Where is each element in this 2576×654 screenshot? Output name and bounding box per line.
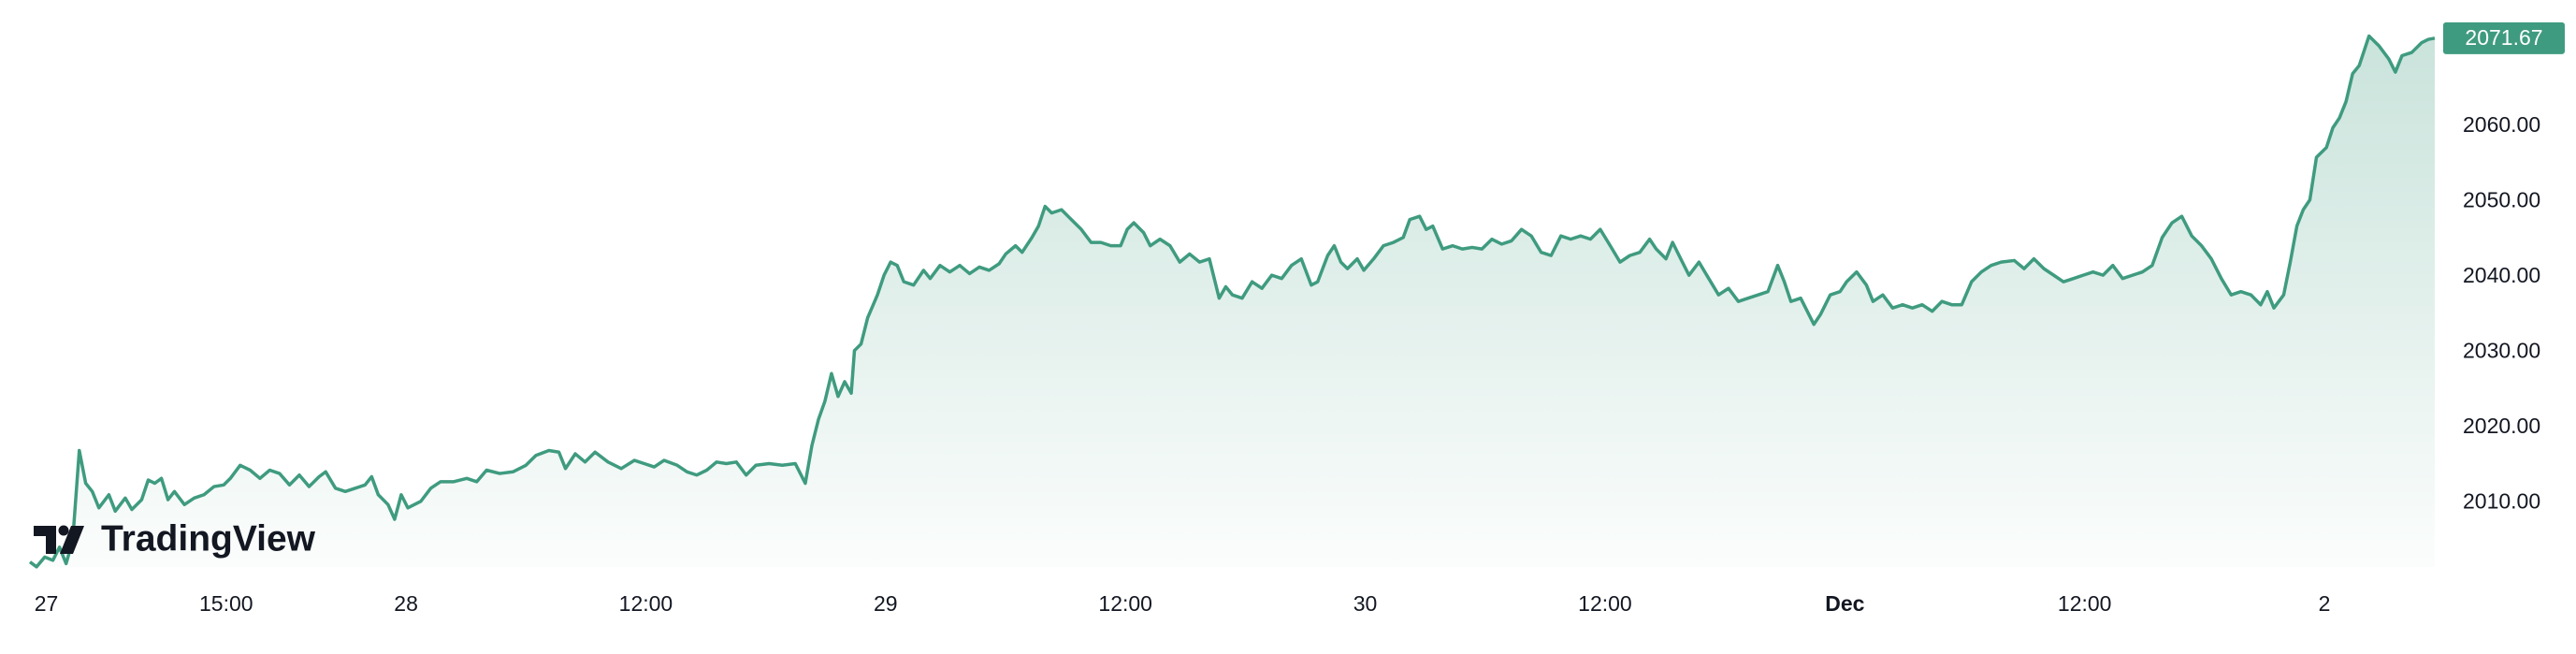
last-price-label: 2071.67 bbox=[2465, 25, 2542, 50]
area-fill bbox=[30, 36, 2435, 567]
x-tick-label: Dec bbox=[1825, 591, 1864, 616]
x-tick-label: 12:00 bbox=[619, 591, 673, 616]
y-tick-label: 2020.00 bbox=[2463, 414, 2540, 438]
x-tick-label: 29 bbox=[874, 591, 898, 616]
price-line bbox=[28, 34, 2436, 569]
x-tick-label: 12:00 bbox=[2058, 591, 2112, 616]
logo: TradingView bbox=[34, 518, 316, 559]
y-tick-label: 2050.00 bbox=[2463, 187, 2540, 211]
plot-area bbox=[28, 34, 2436, 569]
watermark: TradingView bbox=[101, 518, 316, 559]
x-tick-label: 15:00 bbox=[199, 591, 253, 616]
logo-icon bbox=[34, 526, 56, 554]
y-tick-label: 2010.00 bbox=[2463, 489, 2540, 514]
x-tick-label: 2 bbox=[2319, 591, 2331, 616]
y-tick-label: 2060.00 bbox=[2463, 112, 2540, 137]
logo-icon bbox=[58, 525, 69, 536]
x-tick-label: 28 bbox=[394, 591, 418, 616]
x-tick-label: 27 bbox=[35, 591, 59, 616]
logo-icon bbox=[60, 526, 84, 554]
y-tick-label: 2030.00 bbox=[2463, 339, 2540, 363]
x-tick-label: 30 bbox=[1353, 591, 1378, 616]
x-tick-label: 12:00 bbox=[1578, 591, 1632, 616]
x-tick-label: 12:00 bbox=[1098, 591, 1152, 616]
y-tick-label: 2040.00 bbox=[2463, 263, 2540, 287]
last-price-tag bbox=[2443, 22, 2565, 54]
